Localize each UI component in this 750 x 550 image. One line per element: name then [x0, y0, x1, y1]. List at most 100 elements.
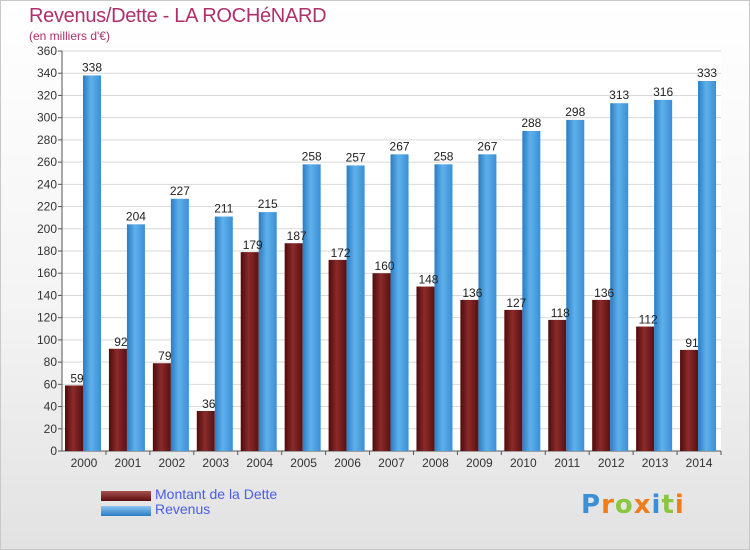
y-tick-label: 80 [44, 355, 58, 369]
x-tick-label: 2002 [158, 456, 185, 470]
x-tick-label: 2003 [202, 456, 229, 470]
bar-dette [680, 349, 699, 451]
x-tick-label: 2000 [71, 456, 98, 470]
legend-label-revenus: Revenus [155, 501, 211, 517]
legend-label-dette: Montant de la Dette [155, 486, 278, 502]
legend-swatch-revenus [101, 506, 151, 516]
bar-dette [152, 363, 171, 451]
data-label-dette: 79 [158, 349, 172, 363]
bar-dette [196, 411, 215, 451]
bar-dette [416, 286, 435, 451]
data-label-revenus: 211 [214, 202, 233, 216]
y-tick-label: 340 [37, 66, 57, 80]
bar-dette [108, 348, 127, 451]
bar-revenus [522, 131, 541, 451]
x-tick-label: 2005 [290, 456, 317, 470]
y-tick-label: 200 [37, 222, 57, 236]
bar-revenus [126, 224, 145, 451]
y-tick-label: 280 [37, 133, 57, 147]
y-tick-label: 180 [37, 244, 57, 258]
bar-dette [592, 299, 611, 451]
x-tick-label: 2001 [115, 456, 142, 470]
y-tick-label: 60 [44, 377, 58, 391]
data-label-revenus: 338 [82, 60, 102, 74]
bar-dette [328, 259, 347, 451]
y-tick-label: 360 [37, 44, 57, 58]
y-tick-label: 100 [37, 333, 57, 347]
bar-revenus [390, 154, 409, 452]
proxiti-logo: Proxiti [581, 490, 685, 520]
chart-title: Revenus/Dette - LA ROCHéNARD [29, 5, 327, 27]
data-label-dette: 148 [418, 273, 438, 287]
x-tick-label: 2010 [510, 456, 537, 470]
data-label-dette: 172 [331, 246, 351, 260]
y-tick-label: 220 [37, 200, 57, 214]
x-tick-label: 2012 [598, 456, 625, 470]
bar-revenus [302, 164, 321, 452]
bar-dette [372, 273, 391, 451]
bar-dette [240, 252, 259, 451]
y-tick-label: 40 [44, 400, 58, 414]
y-tick-label: 0 [50, 444, 57, 458]
data-label-dette: 179 [243, 238, 263, 252]
y-tick-label: 320 [37, 88, 57, 102]
y-tick-label: 160 [37, 266, 57, 280]
data-label-revenus: 257 [346, 150, 366, 164]
data-label-dette: 91 [685, 336, 699, 350]
bar-revenus [698, 81, 717, 451]
x-tick-label: 2006 [334, 456, 361, 470]
legend-swatch-dette [101, 491, 151, 501]
y-tick-label: 260 [37, 155, 57, 169]
y-tick-label: 240 [37, 177, 57, 191]
bar-dette [504, 309, 523, 451]
bar-revenus [258, 212, 277, 451]
logo-letter: t [661, 490, 675, 520]
x-tick-label: 2004 [246, 456, 273, 470]
data-label-revenus: 267 [477, 139, 497, 153]
data-label-dette: 127 [506, 296, 526, 310]
x-tick-label: 2008 [422, 456, 449, 470]
logo-letter: o [614, 490, 634, 520]
data-label-dette: 59 [70, 371, 84, 385]
y-tick-label: 140 [37, 288, 57, 302]
x-tick-label: 2013 [642, 456, 669, 470]
data-label-revenus: 227 [170, 184, 190, 198]
bar-dette [284, 243, 303, 451]
data-label-revenus: 267 [390, 139, 410, 153]
x-tick-label: 2014 [686, 456, 713, 470]
data-label-dette: 36 [202, 397, 216, 411]
data-label-revenus: 215 [258, 197, 278, 211]
bar-revenus [566, 119, 585, 451]
data-label-dette: 92 [114, 335, 128, 349]
logo-letter: x [633, 490, 652, 520]
chart-subtitle: (en milliers d'€) [29, 29, 110, 43]
bar-revenus [170, 198, 189, 451]
data-label-revenus: 316 [653, 85, 673, 99]
bar-revenus [83, 75, 101, 451]
data-label-revenus: 298 [565, 105, 585, 119]
bar-revenus [610, 103, 629, 451]
data-label-dette: 136 [594, 286, 614, 300]
logo-letter: P [581, 490, 602, 520]
logo-letter: i [674, 490, 685, 520]
data-label-dette: 118 [551, 306, 570, 320]
bar-dette [65, 385, 83, 451]
data-label-dette: 160 [375, 259, 395, 273]
bar-dette [548, 319, 567, 451]
data-label-revenus: 258 [302, 149, 322, 163]
bar-revenus [434, 164, 453, 452]
x-tick-label: 2011 [554, 456, 580, 470]
bar-revenus [346, 165, 365, 451]
bar-dette [460, 299, 479, 451]
y-tick-label: 20 [44, 422, 58, 436]
data-label-revenus: 204 [126, 209, 146, 223]
y-tick-label: 120 [37, 311, 57, 325]
data-label-dette: 187 [287, 229, 307, 243]
data-label-dette: 112 [639, 313, 658, 327]
data-label-revenus: 333 [697, 66, 717, 80]
bar-revenus [478, 154, 497, 452]
logo-letter: i [651, 490, 662, 520]
logo-letter: r [601, 490, 615, 520]
x-tick-label: 2009 [466, 456, 493, 470]
